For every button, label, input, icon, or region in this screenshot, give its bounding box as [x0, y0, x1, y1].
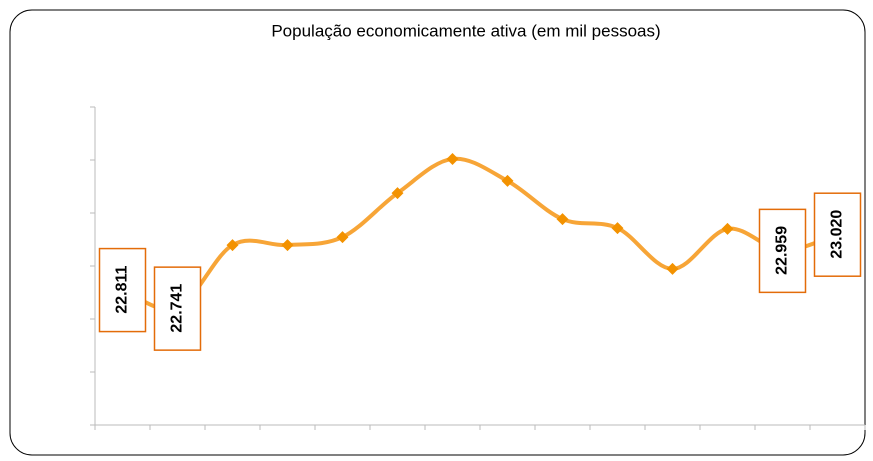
marker: [281, 239, 294, 252]
data-label-box: [813, 192, 862, 277]
marker: [446, 152, 459, 165]
data-label: 22.959: [774, 226, 791, 275]
marker: [721, 222, 734, 235]
data-label: 22.741: [169, 284, 186, 333]
data-label-box: [98, 247, 147, 333]
marker: [336, 231, 349, 244]
chart-frame: [9, 9, 866, 456]
data-label-box: [153, 266, 202, 351]
marker: [666, 262, 679, 275]
data-label: 22.811: [114, 265, 131, 313]
chart-title: População economicamente ativa (em mil p…: [271, 21, 660, 40]
marker: [611, 222, 624, 235]
marker: [501, 174, 514, 187]
marker: [226, 239, 239, 252]
data-label-box: [758, 208, 807, 294]
marker: [556, 213, 569, 226]
data-label: 23.020: [829, 210, 846, 259]
marker: [391, 187, 404, 200]
